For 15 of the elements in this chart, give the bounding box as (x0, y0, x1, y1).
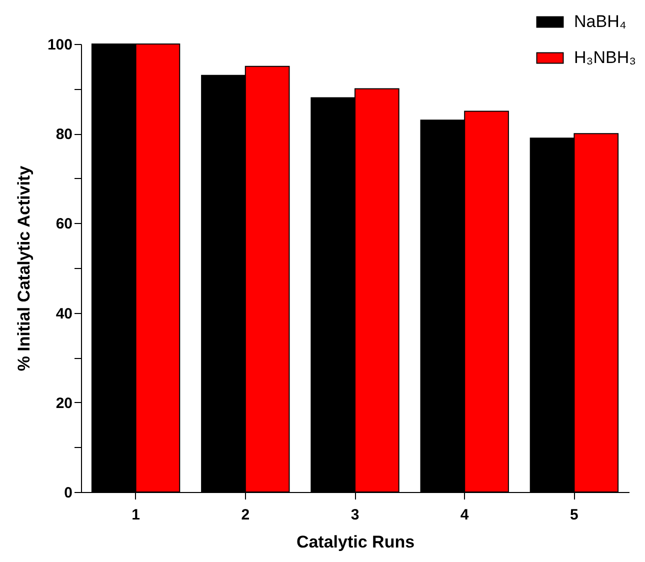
y-tick-label: 0 (64, 484, 72, 502)
x-tick-label: 1 (132, 506, 140, 524)
legend-label: NaBH₄ (574, 12, 626, 31)
x-axis-title: Catalytic Runs (296, 532, 415, 552)
x-tick-label: 4 (460, 506, 470, 524)
x-tick-label: 2 (241, 506, 250, 524)
y-axis-title: % Initial Catalytic Activity (14, 165, 34, 372)
legend-label: H₃NBH₃ (574, 48, 636, 67)
y-tick-label: 100 (47, 36, 72, 54)
x-tick-label: 5 (570, 506, 578, 524)
x-tick-label: 3 (350, 506, 360, 524)
y-tick-label: 80 (56, 126, 72, 144)
y-tick-label: 40 (56, 305, 72, 322)
y-tick-label: 60 (56, 216, 72, 233)
y-tick-label: 20 (56, 394, 72, 412)
